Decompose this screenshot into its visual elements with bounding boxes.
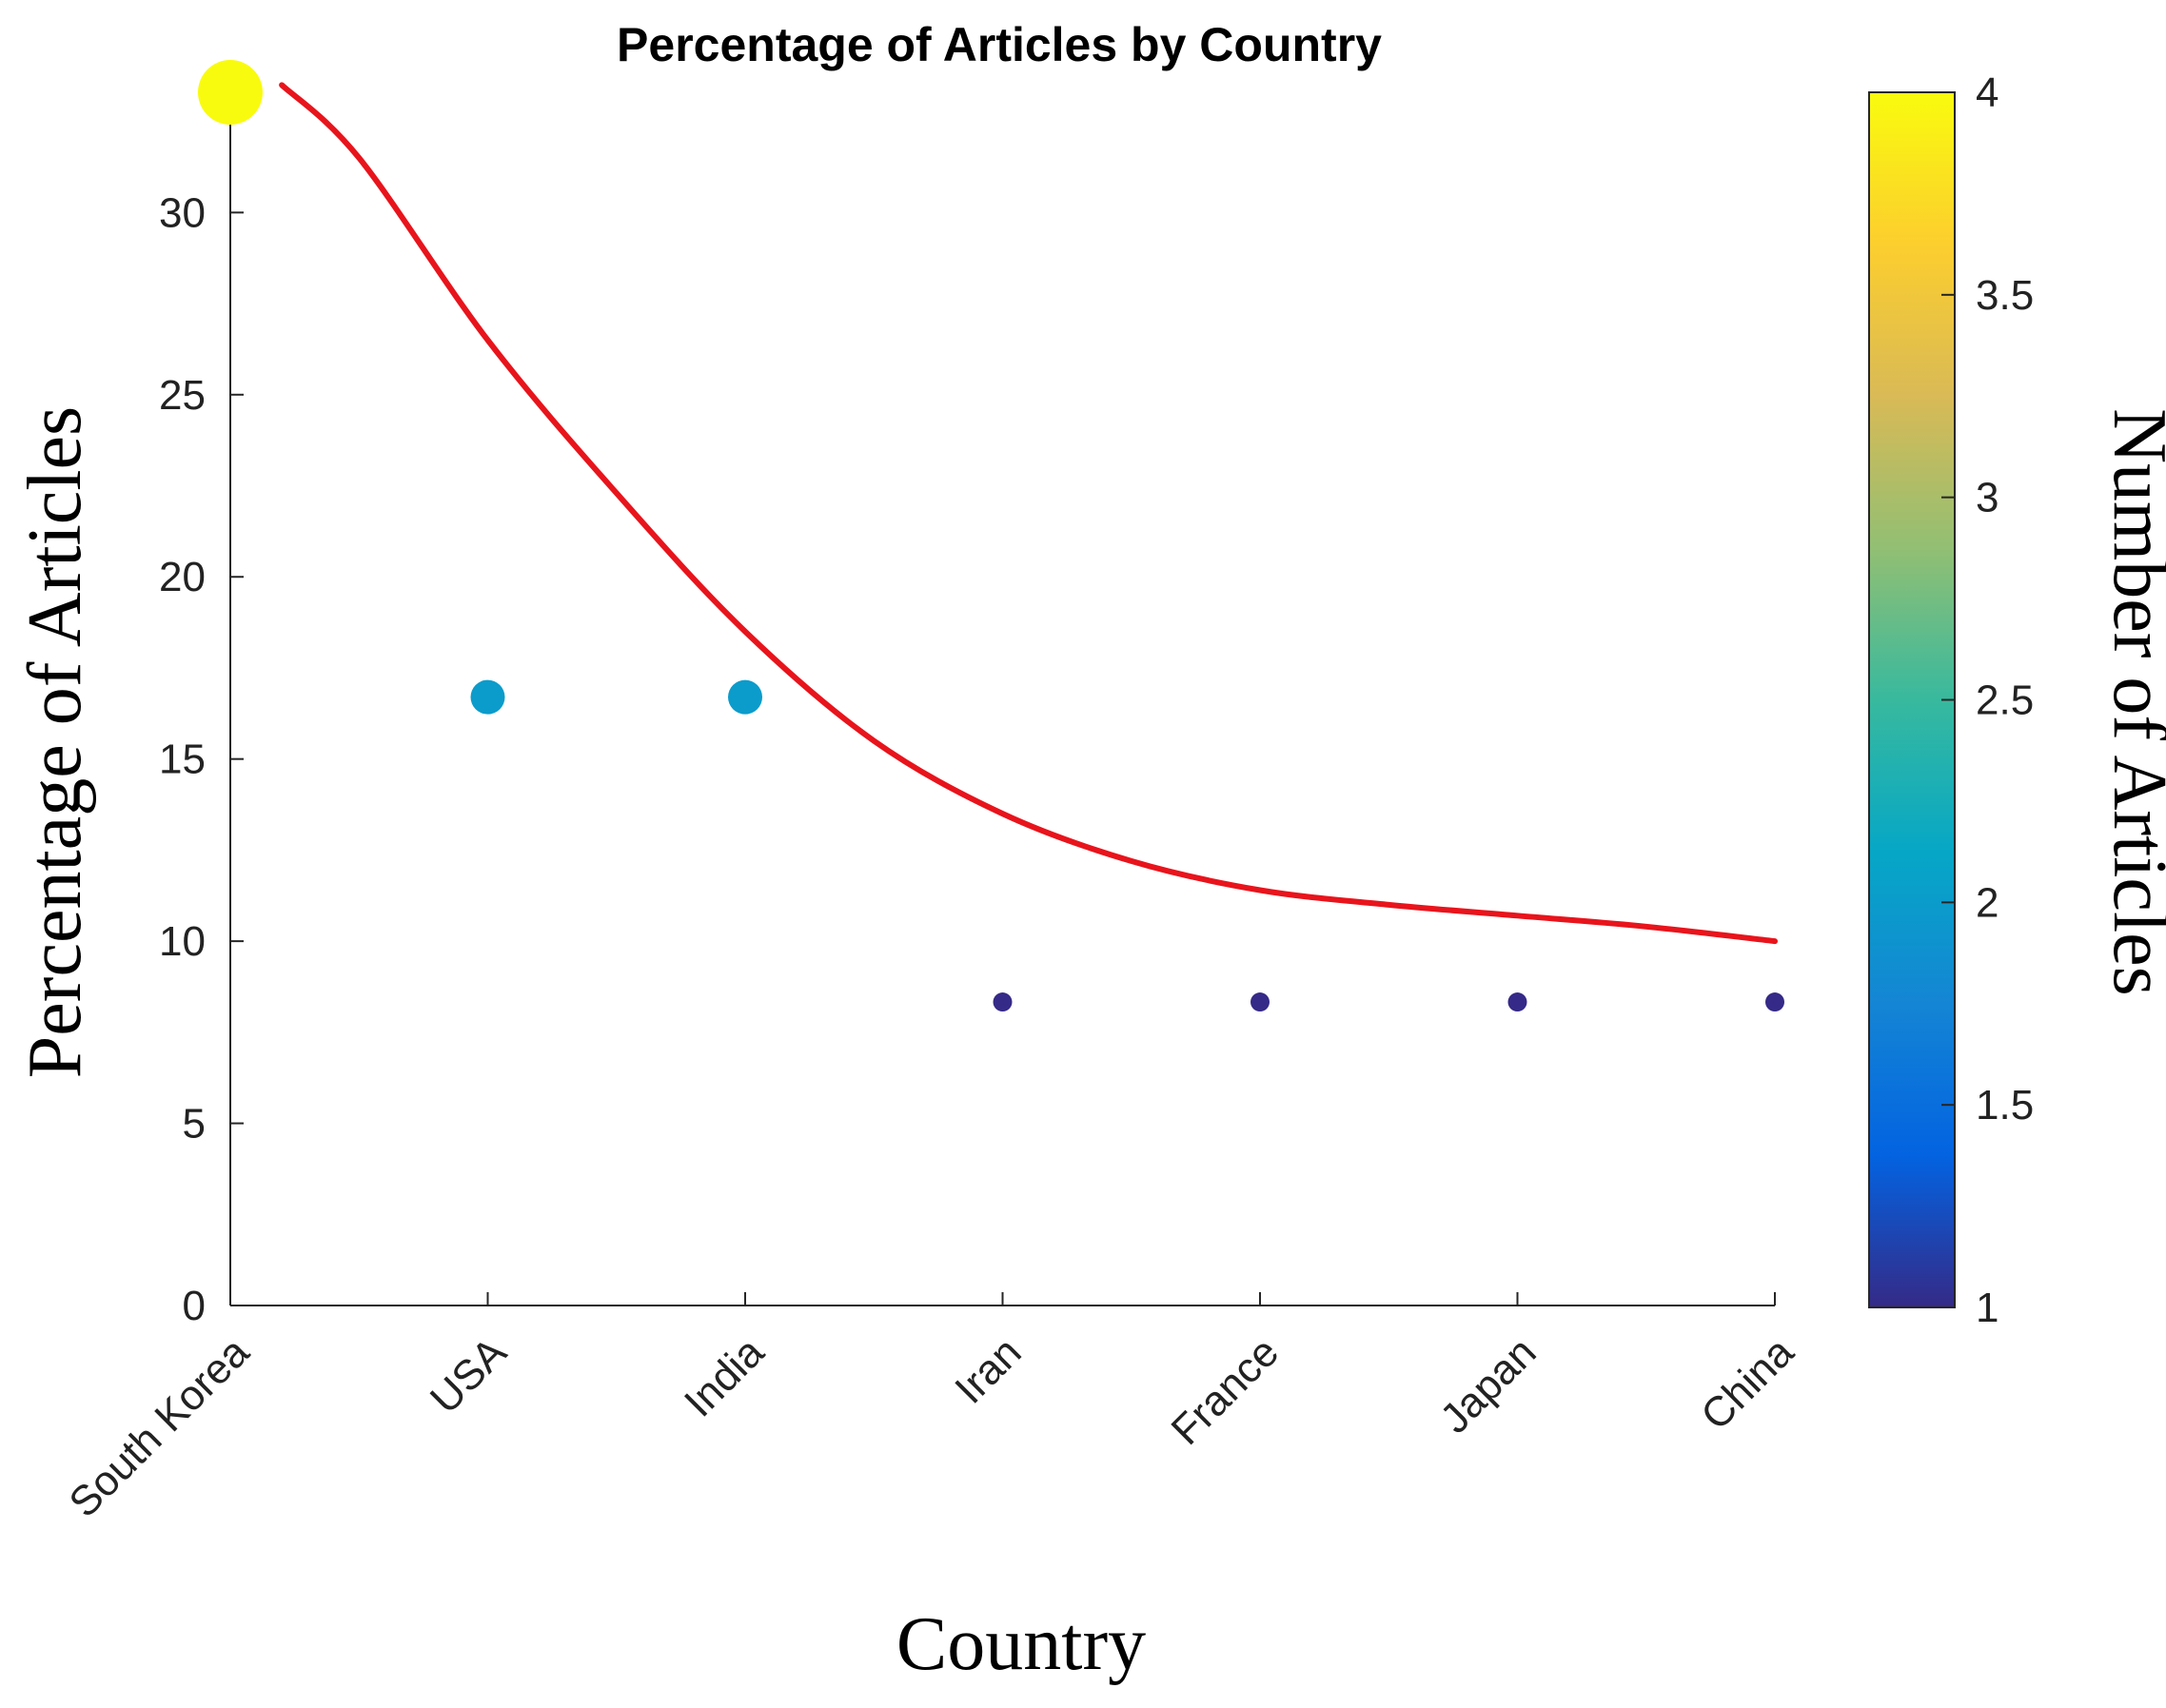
scatter-point [1507, 992, 1527, 1012]
y-tick-label: 20 [159, 554, 206, 600]
y-tick-label: 30 [159, 189, 206, 236]
scatter-point [1765, 992, 1784, 1012]
x-tick-label: Iran [946, 1328, 1030, 1412]
x-tick-label: France [1163, 1328, 1288, 1453]
x-tick-label: China [1692, 1328, 1802, 1439]
scatter-point [993, 992, 1013, 1012]
colorbar-label: Number of Articles [2097, 408, 2166, 996]
y-tick-label: 15 [159, 736, 206, 783]
x-tick-label: India [676, 1328, 773, 1425]
scatter-point [728, 679, 762, 715]
plot-area: 0 5 10 15 20 25 30 South Korea USA India Iran Franc… [60, 60, 1802, 1526]
colorbar-tick-label: 4 [1976, 69, 1999, 116]
scatter-point [470, 679, 505, 715]
y-tick-label: 5 [183, 1101, 206, 1148]
fit-line [279, 82, 1778, 945]
colorbar-tick-label: 3 [1976, 475, 1999, 521]
colorbar-tick-label: 2 [1976, 879, 1999, 926]
x-axis-label: Country [896, 1602, 1146, 1686]
colorbar-tick-label: 3.5 [1976, 272, 2034, 319]
x-tick-label: USA [422, 1328, 516, 1423]
y-tick-label: 0 [183, 1283, 206, 1329]
colorbar-tick-label: 2.5 [1976, 677, 2034, 724]
chart-title: Percentage of Articles by Country [617, 18, 1382, 71]
y-tick-label: 25 [159, 372, 206, 419]
colorbar-gradient [1868, 91, 1956, 1308]
y-tick-label: 10 [159, 918, 206, 965]
colorbar-tick-label: 1.5 [1976, 1082, 2034, 1129]
y-axis-label: Percentage of Articles [13, 406, 97, 1078]
colorbar: 1 1.5 2 2.5 3 3.5 4 [1868, 69, 2034, 1331]
x-tick-label: Japan [1431, 1328, 1545, 1442]
colorbar-tick-label: 1 [1976, 1285, 1999, 1331]
scatter-point [198, 60, 263, 125]
scatter-point [1250, 992, 1270, 1012]
x-tick-label: South Korea [60, 1328, 258, 1526]
